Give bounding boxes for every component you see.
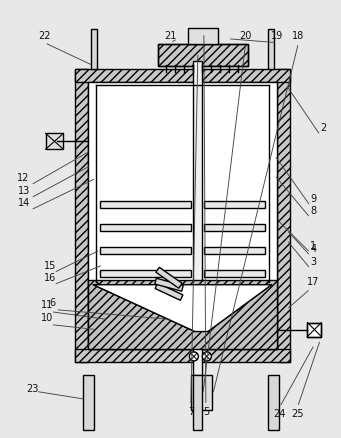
Text: 21: 21: [164, 31, 176, 41]
Text: 12: 12: [17, 173, 30, 183]
Text: 8: 8: [310, 206, 316, 216]
Bar: [193, 60, 202, 402]
Text: 13: 13: [17, 186, 30, 196]
Bar: [100, 224, 191, 231]
Text: 11: 11: [41, 300, 54, 310]
Text: 17: 17: [307, 277, 320, 287]
Bar: [188, 28, 218, 44]
Text: 7: 7: [188, 407, 194, 417]
Text: 3: 3: [310, 257, 316, 267]
Bar: [100, 201, 191, 208]
Bar: [158, 44, 248, 66]
Text: 23: 23: [26, 384, 39, 394]
Text: 20: 20: [239, 31, 252, 41]
Bar: [204, 224, 265, 231]
Bar: [308, 322, 321, 336]
Text: 19: 19: [271, 31, 284, 41]
Text: 25: 25: [291, 409, 304, 419]
Bar: [204, 270, 265, 277]
Bar: [88, 81, 277, 350]
Bar: [75, 350, 290, 362]
Text: 22: 22: [38, 31, 51, 41]
Bar: [268, 375, 279, 430]
Text: 6: 6: [49, 298, 56, 307]
Bar: [75, 69, 290, 81]
Text: 4: 4: [310, 244, 316, 254]
Bar: [100, 247, 191, 254]
Bar: [175, 285, 193, 295]
Polygon shape: [93, 285, 271, 332]
Bar: [193, 375, 202, 430]
Text: 24: 24: [273, 409, 286, 419]
Text: 16: 16: [44, 273, 57, 283]
Text: 18: 18: [292, 31, 305, 41]
Text: 14: 14: [17, 198, 30, 208]
Text: 10: 10: [41, 313, 54, 323]
Bar: [204, 247, 265, 254]
Bar: [83, 375, 94, 430]
Circle shape: [202, 352, 211, 361]
Bar: [75, 69, 88, 362]
Circle shape: [189, 352, 198, 361]
Text: 1: 1: [310, 241, 316, 251]
Bar: [268, 29, 273, 69]
Bar: [91, 29, 97, 69]
Text: 9: 9: [310, 194, 316, 204]
Bar: [100, 270, 191, 277]
Bar: [156, 267, 182, 288]
Bar: [158, 44, 248, 66]
Text: 2: 2: [320, 124, 326, 133]
Text: 5: 5: [203, 407, 209, 417]
Bar: [155, 278, 183, 291]
Bar: [45, 133, 63, 149]
Text: 15: 15: [44, 261, 57, 271]
Bar: [204, 201, 265, 208]
Bar: [277, 69, 290, 362]
Bar: [88, 280, 277, 350]
Bar: [308, 322, 321, 336]
Bar: [191, 375, 212, 410]
Bar: [155, 283, 183, 300]
